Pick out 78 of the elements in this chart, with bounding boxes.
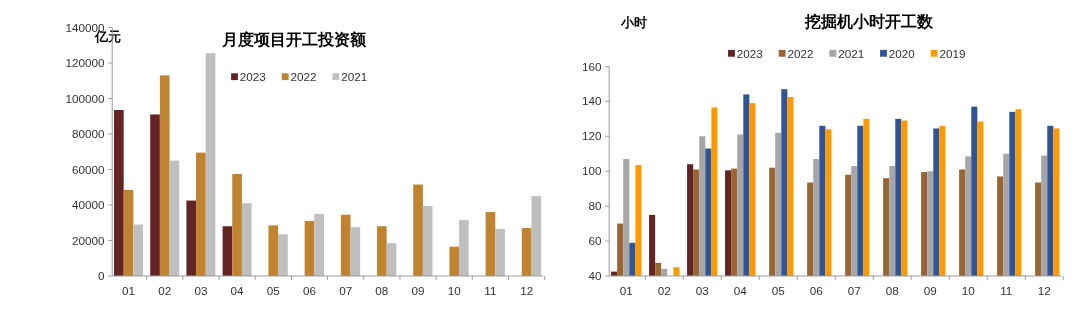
bar bbox=[186, 200, 197, 276]
x-tick-label: 05 bbox=[771, 284, 786, 298]
bar bbox=[340, 214, 351, 276]
bar bbox=[386, 243, 397, 276]
x-tick-label: 03 bbox=[194, 284, 208, 298]
y-tick-label: 60000 bbox=[71, 162, 105, 176]
bar bbox=[521, 228, 532, 276]
y-tick-label: 0 bbox=[97, 269, 105, 283]
x-tick-label: 12 bbox=[1037, 284, 1051, 298]
x-tick-label: 11 bbox=[1000, 284, 1013, 298]
y-tick-label: 80 bbox=[588, 199, 602, 213]
bar bbox=[495, 228, 505, 276]
legend-label: 2023 bbox=[239, 70, 266, 84]
y-tick-label: 160 bbox=[581, 59, 602, 73]
x-tick-label: 02 bbox=[158, 284, 172, 298]
x-tick-label: 01 bbox=[619, 284, 633, 298]
x-tick-label: 04 bbox=[230, 284, 245, 298]
y-tick-label: 20000 bbox=[71, 233, 105, 247]
bar bbox=[314, 213, 324, 276]
bar bbox=[459, 220, 469, 276]
legend-label: 2019 bbox=[939, 46, 966, 60]
x-tick-label: 11 bbox=[484, 284, 497, 298]
bar bbox=[150, 114, 160, 276]
bar bbox=[278, 234, 288, 276]
bar bbox=[485, 212, 496, 276]
legend-label: 2023 bbox=[736, 46, 763, 60]
legend-label: 2022 bbox=[787, 46, 814, 60]
x-tick-label: 09 bbox=[411, 284, 425, 298]
y-axis-title: 亿元 bbox=[93, 30, 121, 45]
y-axis-title: 小时 bbox=[619, 16, 647, 31]
bar bbox=[159, 75, 170, 276]
y-tick-label: 40000 bbox=[71, 198, 105, 212]
bar bbox=[268, 225, 279, 276]
y-tick-label: 60 bbox=[588, 234, 602, 248]
x-tick-label: 08 bbox=[375, 284, 389, 298]
x-tick-label: 08 bbox=[885, 284, 899, 298]
x-tick-label: 06 bbox=[809, 284, 823, 298]
bar bbox=[350, 227, 361, 276]
bar bbox=[196, 152, 206, 276]
bar bbox=[449, 246, 460, 276]
x-tick-label: 03 bbox=[695, 284, 709, 298]
bar bbox=[241, 203, 252, 276]
bar bbox=[123, 189, 134, 276]
bar bbox=[133, 224, 143, 276]
y-tick-label: 100 bbox=[581, 164, 602, 178]
x-tick-label: 12 bbox=[520, 284, 534, 298]
bar bbox=[222, 226, 233, 276]
legend-label: 2021 bbox=[341, 70, 368, 84]
x-tick-label: 06 bbox=[302, 284, 316, 298]
bar bbox=[304, 220, 315, 276]
x-tick-label: 02 bbox=[657, 284, 671, 298]
y-tick-label: 100000 bbox=[65, 91, 105, 105]
x-tick-label: 09 bbox=[923, 284, 937, 298]
y-tick-label: 120 bbox=[581, 129, 602, 143]
chart-title: 月度项目开工投资额 bbox=[221, 30, 368, 49]
x-tick-label: 04 bbox=[733, 284, 748, 298]
chart-title: 挖掘机小时开工数 bbox=[804, 12, 935, 30]
x-tick-label: 01 bbox=[122, 284, 136, 298]
bar bbox=[531, 196, 542, 276]
y-tick-label: 40 bbox=[588, 269, 602, 283]
bar bbox=[422, 205, 433, 276]
y-tick-label: 140 bbox=[581, 94, 602, 108]
x-tick-label: 07 bbox=[339, 284, 353, 298]
x-tick-label: 10 bbox=[447, 284, 462, 298]
bar bbox=[114, 110, 124, 276]
bar bbox=[205, 53, 216, 276]
y-tick-label: 80000 bbox=[71, 127, 105, 141]
y-tick-label: 120000 bbox=[65, 56, 105, 70]
legend-label: 2021 bbox=[838, 46, 865, 60]
legend-label: 2022 bbox=[290, 70, 317, 84]
bar bbox=[413, 184, 423, 276]
x-tick-label: 10 bbox=[961, 284, 976, 298]
bar bbox=[169, 160, 180, 276]
bar bbox=[377, 226, 387, 276]
legend-label: 2020 bbox=[888, 46, 916, 60]
x-tick-label: 07 bbox=[847, 284, 861, 298]
x-tick-label: 05 bbox=[266, 284, 281, 298]
bar bbox=[232, 173, 242, 276]
